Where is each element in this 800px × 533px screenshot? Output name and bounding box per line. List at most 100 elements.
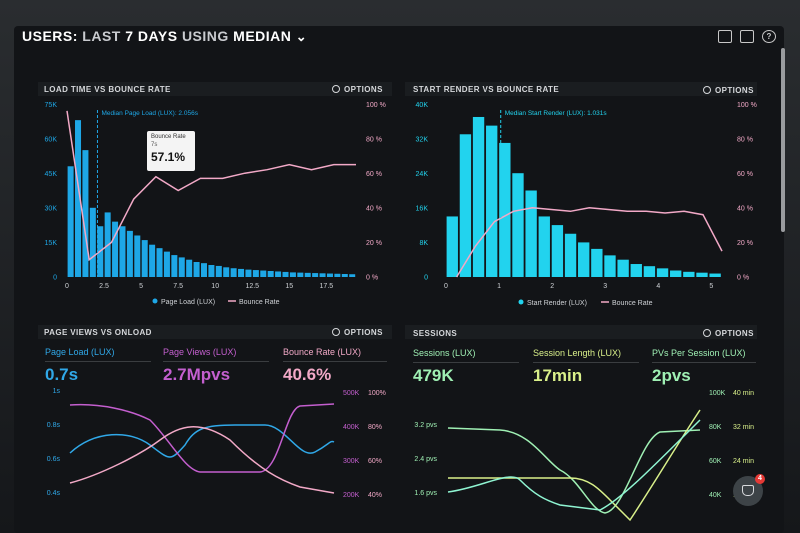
y-tick-left: 8K: [419, 240, 428, 247]
y-tick-right: 100 %: [366, 102, 386, 109]
kpi-page-views-label: Page Views (LUX): [163, 347, 237, 357]
line-sessions: [447, 427, 701, 514]
y-tick-left: 32K: [416, 137, 429, 144]
bar-page-load: [215, 265, 222, 277]
share-icon[interactable]: [740, 30, 754, 43]
y-tick-left: 15K: [45, 240, 58, 247]
panel2-title: START RENDER VS BOUNCE RATE: [413, 85, 560, 94]
bar-page-load: [230, 268, 237, 277]
bar-start-render: [525, 190, 537, 277]
bar-start-render: [472, 116, 485, 277]
gear-icon: [703, 86, 711, 94]
bar-page-load: [260, 270, 267, 277]
panel2-options-label: OPTIONS: [715, 86, 754, 95]
bar-start-render: [696, 272, 708, 277]
panel1-titlebar: [38, 82, 392, 96]
y-tick-mid: 500K: [343, 390, 360, 397]
bar-page-load: [141, 240, 148, 277]
panel2-titlebar: [405, 82, 757, 96]
x-tick: 0: [65, 283, 69, 290]
scrollbar[interactable]: [781, 48, 785, 232]
panel3-options[interactable]: OPTIONS: [332, 328, 383, 337]
bar-page-load: [119, 226, 126, 277]
line-bounce-rate: [66, 110, 356, 262]
y-tick-right: 20 %: [366, 240, 382, 247]
panel4-options[interactable]: OPTIONS: [703, 329, 754, 338]
y-tick-left: 0: [424, 275, 428, 282]
line-pvs-per-session: [447, 419, 701, 511]
y-tick-right: 80 %: [737, 137, 753, 144]
bar-page-load: [89, 207, 96, 277]
kpi-bounce-rate-label: Bounce Rate (LUX): [283, 347, 362, 357]
x-tick: 10: [211, 283, 219, 290]
bar-page-load: [67, 166, 74, 277]
bar-page-load: [245, 269, 252, 277]
panel1-options[interactable]: OPTIONS: [332, 85, 383, 94]
kpi-divider: [652, 362, 756, 363]
y-tick-right: 80%: [368, 424, 382, 431]
bar-page-load: [126, 230, 133, 277]
bar-page-load: [112, 221, 119, 277]
bar-page-load: [156, 248, 163, 277]
line-page-load: [69, 424, 335, 458]
monitor-icon[interactable]: [718, 30, 732, 43]
bar-page-load: [289, 272, 296, 277]
help-icon[interactable]: ?: [762, 30, 776, 43]
y-tick-right: 40 %: [366, 206, 382, 213]
line-page-views: [69, 403, 335, 473]
x-tick: 5: [709, 283, 713, 290]
bar-page-load: [312, 273, 319, 277]
y-tick-right: 100 %: [737, 102, 757, 109]
y-tick-right: 20 %: [737, 240, 753, 247]
median-label: Median Page Load (LUX): 2.056s: [101, 110, 198, 117]
header-range-value[interactable]: 7 DAYS: [125, 28, 178, 44]
panel2-options[interactable]: OPTIONS: [703, 86, 754, 95]
line-bounce-rate: [69, 426, 335, 494]
y-tick-right: 100%: [368, 390, 386, 397]
bar-page-load: [134, 235, 141, 277]
bar-start-render: [643, 266, 656, 277]
chevron-down-icon[interactable]: ⌄: [295, 29, 308, 44]
y-tick-left: 75K: [45, 102, 58, 109]
kpi-page-views-value: 2.7Mpvs: [163, 365, 231, 384]
bar-start-render: [709, 273, 721, 277]
bar-page-load: [334, 273, 341, 277]
y-tick-left: 3.2 pvs: [414, 422, 437, 429]
dashboard-header[interactable]: USERS: LAST 7 DAYS USING MEDIAN ⌄: [22, 28, 307, 45]
legend-page-load: Page Load (LUX): [161, 299, 215, 306]
y-tick-left: 30K: [45, 206, 58, 213]
kpi-page-load-label: Page Load (LUX): [45, 347, 115, 357]
bar-start-render: [578, 242, 590, 277]
line-session-length: [448, 409, 701, 522]
bar-page-load: [349, 274, 356, 277]
header-metric[interactable]: MEDIAN: [233, 28, 292, 44]
y-tick-left: 1s: [53, 388, 61, 395]
gear-icon: [703, 329, 711, 337]
y-tick-mid: 60K: [709, 458, 722, 465]
y-tick-right: 0 %: [366, 275, 378, 282]
kpi-divider: [533, 362, 639, 363]
legend-bounce-rate: Bounce Rate: [612, 300, 653, 307]
legend-bounce-rate: Bounce Rate: [239, 299, 280, 306]
y-tick-left: 0: [53, 275, 57, 282]
y-tick-left: 24K: [416, 171, 429, 178]
kpi-session-length-value: 17min: [533, 366, 583, 385]
bar-page-load: [200, 263, 207, 277]
bar-start-render: [670, 270, 682, 277]
y-tick-mid: 400K: [343, 424, 360, 431]
bar-start-render: [551, 225, 564, 277]
bar-start-render: [499, 142, 511, 277]
tooltip-sub: 7s: [151, 142, 158, 148]
tooltip-value: 57.1%: [151, 150, 186, 164]
bar-start-render: [630, 264, 642, 277]
y-tick-mid: 200K: [343, 492, 360, 499]
y-tick-left: 1.6 pvs: [414, 490, 437, 497]
bar-page-load: [267, 271, 274, 277]
bar-page-load: [149, 244, 156, 277]
kpi-divider: [45, 361, 151, 362]
panel4-options-label: OPTIONS: [715, 329, 754, 338]
bar-start-render: [486, 125, 498, 277]
bar-page-load: [238, 268, 245, 277]
y-tick-right: 40 %: [737, 206, 753, 213]
bar-page-load: [178, 257, 185, 277]
